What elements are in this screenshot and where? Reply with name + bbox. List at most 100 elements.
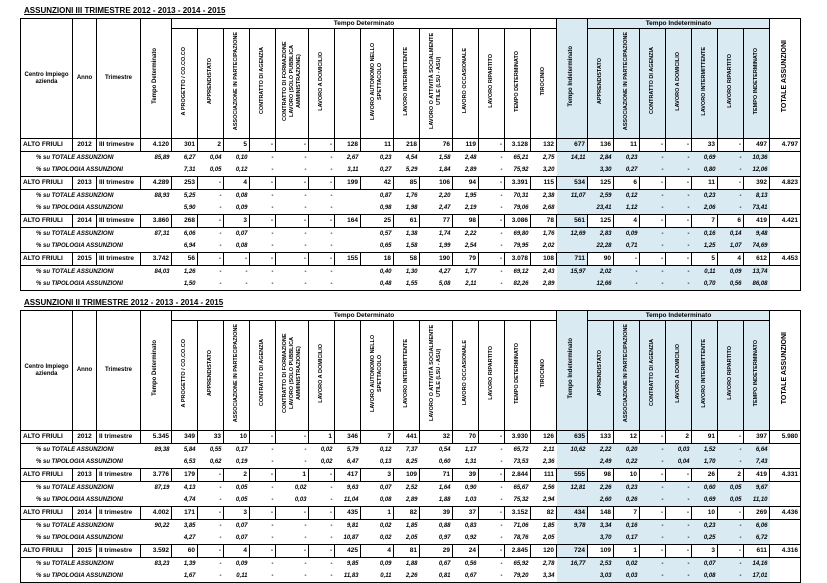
data-row-pct_totale-2013: % su TOTALE ASSUNZIONI 88,93 5,25-0,08- - -0… — [21, 189, 801, 202]
cell-totale-assunzioni — [770, 532, 801, 545]
cell-det-5: - — [330, 281, 333, 287]
cell-det-1: - — [219, 205, 222, 211]
cell-indet-6: 497 — [743, 138, 770, 152]
cell-det-0: 171 — [171, 506, 198, 520]
header-det-col-2: ASSOCIAZIONE IN PARTECIPAZIONE — [223, 320, 250, 431]
cell-indet-6: 73,41 — [743, 202, 770, 215]
header-indet-col-2-label: CONTRATTO DI AGENZIA — [649, 47, 656, 115]
header-det-col-5-label: LAVORO A DOMICILIO — [318, 51, 325, 111]
cell-det-1: - — [197, 544, 224, 558]
cell-indet-0: 22,28 — [587, 240, 614, 253]
cell-indet-2: - — [639, 557, 666, 570]
cell-det-6: 425 — [334, 544, 361, 558]
header-det-col-11: LAVORO RIPARTITO — [478, 28, 505, 139]
cell-det-13: 3,20 — [542, 167, 555, 173]
table-body: ALTO FRIULI 2012 III trimestre 4.120 301 2 5- -… — [20, 138, 801, 291]
cell-det-3: - — [271, 561, 274, 567]
cell-det-5: - — [330, 269, 333, 275]
cell-indet-2: - — [639, 506, 666, 520]
cell-det-12: 82,26 — [513, 281, 529, 287]
cell-totale-assunzioni: 4.316 — [769, 544, 801, 558]
cell-det-11: - — [500, 269, 503, 275]
cell-indet-1: 1 — [613, 544, 640, 558]
cell-tempo-indet-total — [556, 532, 588, 545]
cell-centro-impiego: ALTO FRIULI — [20, 430, 73, 444]
cell-indet-2: - — [639, 176, 666, 190]
cell-det-0: 56 — [171, 252, 198, 266]
cell-det-6: 2,67 — [346, 155, 359, 161]
cell-det-12: 65,72 — [513, 447, 529, 453]
cell-det-7: 0,11 — [380, 573, 392, 579]
cell-det-13: 108 — [530, 252, 557, 266]
header-indet-col-4: LAVORO INTERMITTENTE — [691, 320, 718, 431]
header-indet-col-5: LAVORO RIPARTITO — [717, 28, 744, 139]
cell-tempo-indet-total — [556, 494, 588, 507]
cell-det-13: 132 — [530, 138, 557, 152]
data-row-main-2015: ALTO FRIULI 2015 III trimestre 3.742 56- - - - -… — [20, 252, 801, 266]
cell-indet-5: - — [717, 430, 744, 444]
header-det-col-7: LAVORO AUTONOMO NELLO SPETTACOLO — [360, 28, 394, 139]
cell-det-12: 3.078 — [504, 252, 531, 266]
cell-det-12: 79,95 — [513, 243, 529, 249]
cell-det-9: 0,67 — [438, 561, 451, 567]
cell-indet-3: 0,04 — [665, 456, 692, 469]
cell-totale-assunzioni — [770, 456, 801, 469]
cell-det-12: 69,12 — [513, 269, 529, 275]
cell-det-6: 6,47 — [346, 459, 359, 465]
cell-det-2: 0,08 — [235, 193, 248, 199]
cell-det-8: 2,52 — [405, 485, 418, 491]
cell-indet-4: 0,23 — [691, 189, 718, 202]
cell-det-4: - — [304, 561, 307, 567]
cell-indet-1: 7 — [613, 506, 640, 520]
header-det-col-8-label: LAVORO INTERMITTENTE — [403, 46, 410, 116]
row-label-pct_tipologia: % su TIPOLOGIA ASSUNZIONI — [36, 497, 123, 503]
header-indet-col-5-label: LAVORO RIPARTITO — [727, 54, 734, 108]
header-det-col-9: LAVORO O ATTIVITÀ SOCIALMENTE UTILE (LSU… — [419, 320, 453, 431]
assunzioni-table-1: Centro Impiego azienda Anno Trimestre Tempo… — [20, 310, 801, 583]
cell-det-2: 5 — [223, 138, 250, 152]
cell-det-2: 0,07 — [235, 535, 248, 541]
cell-indet-0: 98 — [587, 468, 614, 482]
cell-trimestre: II trimestre — [96, 544, 141, 558]
cell-det-10: 2,54 — [464, 243, 477, 249]
cell-det-9: 106 — [419, 176, 453, 190]
data-row-pct_totale-2015: % su TOTALE ASSUNZIONI 83,23 1,39-0,09- - -9… — [21, 557, 801, 570]
header-indet-col-0: APPRENDISTATO — [587, 320, 614, 431]
table-title-iii-trimestre: ASSUNZIONI III TRIMESTRE 2012 - 2013 - 2… — [24, 6, 226, 15]
cell-det-6: 155 — [334, 252, 361, 266]
cell-tempo-indet-total — [556, 240, 588, 253]
cell-indet-0: 2,02 — [587, 265, 614, 278]
cell-det-7: 0,09 — [379, 561, 392, 567]
cell-det-8: 82 — [393, 506, 420, 520]
data-row-pct_totale-2015: % su TOTALE ASSUNZIONI 84,03 1,26- - - - -0,40… — [21, 265, 801, 278]
cell-det-6: 5,79 — [346, 447, 359, 453]
cell-indet-1: - — [613, 265, 640, 278]
cell-det-12: 75,32 — [513, 497, 529, 503]
cell-totale-assunzioni: 4.453 — [769, 252, 801, 266]
cell-det-5: - — [330, 167, 333, 173]
cell-indet-0: 2,49 — [587, 456, 614, 469]
cell-indet-3: - — [665, 532, 692, 545]
cell-tempo-indet-total: 12,69 — [556, 227, 588, 240]
cell-det-7: 0,40 — [379, 269, 392, 275]
cell-indet-4: 0,23 — [691, 519, 718, 532]
header-group-row: Centro Impiego azienda Anno Trimestre Tempo… — [20, 18, 801, 139]
header-group-tempo-indeterminato: Tempo Indeterminato — [587, 18, 770, 29]
cell-indet-4: 0,11 — [691, 265, 718, 278]
header-det-col-4: CONTRATTO DI FORMAZIONE LAVORO (SOLO PUB… — [275, 28, 309, 139]
cell-det-2: 0,17 — [235, 447, 248, 453]
cell-det-3: - — [249, 506, 276, 520]
cell-det-9: 5,08 — [438, 281, 451, 287]
cell-indet-0: 2,22 — [587, 443, 614, 456]
cell-indet-3: - — [665, 557, 692, 570]
cell-det-11: - — [478, 468, 505, 482]
cell-indet-3: - — [665, 544, 692, 558]
cell-indet-5: - — [717, 519, 744, 532]
cell-det-4: - — [304, 535, 307, 541]
cell-indet-3: - — [665, 570, 692, 583]
cell-det-0: 349 — [171, 430, 198, 444]
cell-det-7: 0,98 — [379, 205, 392, 211]
cell-det-13: 82 — [530, 506, 557, 520]
cell-det-11: - — [478, 138, 505, 152]
cell-det-12: 3.152 — [504, 506, 531, 520]
